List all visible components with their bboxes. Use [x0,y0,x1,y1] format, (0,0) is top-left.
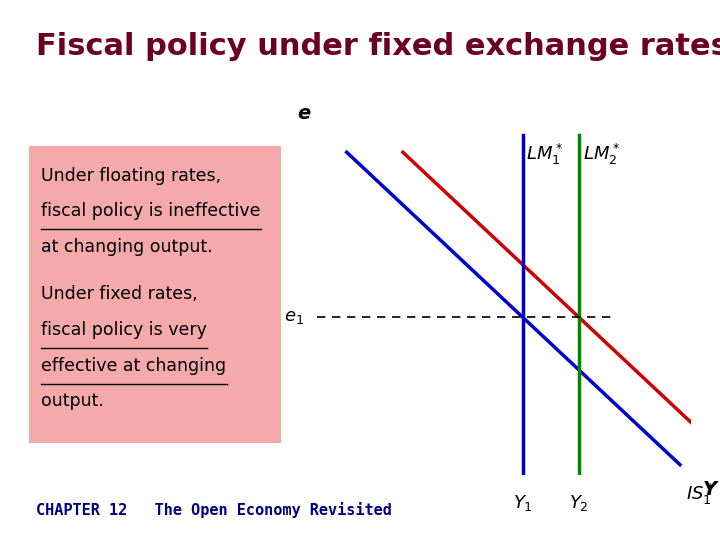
Text: $IS_1^*$: $IS_1^*$ [685,482,714,507]
Text: $LM_1^*$: $LM_1^*$ [526,141,564,167]
Text: $Y_1$: $Y_1$ [513,492,533,513]
Text: output.: output. [42,392,104,410]
Text: $e_1$: $e_1$ [284,308,304,326]
Text: effective at changing: effective at changing [42,357,227,375]
Text: Fiscal policy under fixed exchange rates: Fiscal policy under fixed exchange rates [36,32,720,62]
Text: CHAPTER 12   The Open Economy Revisited: CHAPTER 12 The Open Economy Revisited [36,502,392,518]
Text: $Y_2$: $Y_2$ [569,492,589,513]
Text: fiscal policy is ineffective: fiscal policy is ineffective [42,202,261,220]
Text: e: e [297,104,310,123]
Text: Y: Y [703,480,717,499]
Text: Under floating rates,: Under floating rates, [42,166,222,185]
Text: $LM_2^*$: $LM_2^*$ [582,141,620,167]
Text: fiscal policy is very: fiscal policy is very [42,321,207,339]
Text: Under fixed rates,: Under fixed rates, [42,285,198,303]
Text: at changing output.: at changing output. [42,238,213,256]
